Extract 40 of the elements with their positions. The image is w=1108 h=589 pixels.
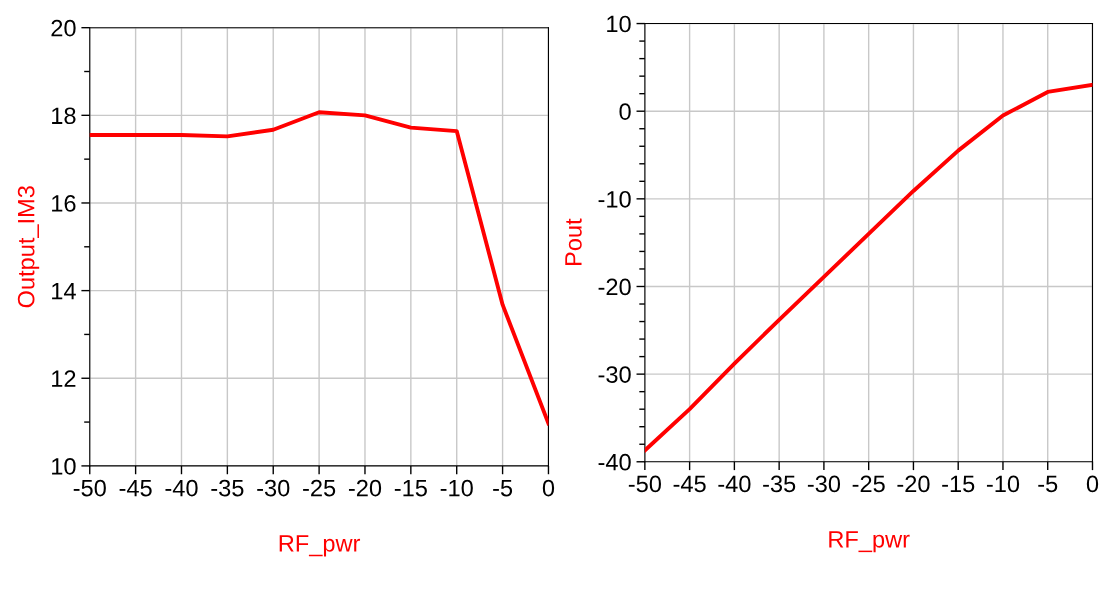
line-series	[644, 82, 1093, 453]
y-axis-title: Output_IM3	[17, 186, 40, 308]
y-tick-label: 20	[51, 19, 76, 37]
x-tick-label: -45	[119, 479, 152, 497]
y-tick-label: -30	[598, 366, 631, 383]
x-tick-label: -50	[73, 479, 106, 497]
x-tick-label: -20	[897, 475, 930, 493]
y-tick-label: 16	[52, 195, 76, 212]
x-axis-title: RF_pwr	[829, 531, 910, 553]
x-axis-title: RF_pwr	[279, 535, 361, 557]
x-tick-label: -10	[440, 479, 473, 497]
y-tick-label: -10	[598, 190, 631, 208]
x-tick-label: -15	[942, 475, 975, 493]
x-tick-label: -35	[211, 479, 244, 497]
line-series	[89, 110, 549, 426]
x-tick-label: -5	[1038, 475, 1058, 493]
x-tick-label: -15	[394, 479, 427, 497]
y-axis-title: Pout	[565, 218, 582, 266]
x-tick-label: -30	[257, 479, 290, 497]
y-tick-label: -40	[598, 453, 631, 471]
x-tick-label: 0	[1086, 475, 1099, 493]
y-tick-label: 12	[52, 370, 76, 387]
x-tick-label: -40	[718, 475, 751, 493]
x-tick-label: -50	[628, 475, 661, 493]
x-tick-label: -30	[807, 475, 841, 493]
y-tick-label: -20	[598, 278, 631, 296]
x-tick-label: -5	[493, 479, 513, 497]
x-tick-label: 0	[542, 479, 555, 497]
x-tick-label: -25	[303, 479, 336, 497]
y-tick-label: 10	[52, 457, 76, 475]
x-tick-label: -40	[165, 479, 198, 497]
y-tick-label: 0	[619, 103, 631, 120]
y-tick-label: 14	[52, 282, 76, 300]
x-tick-label: -25	[852, 475, 885, 493]
y-tick-label: 10	[607, 15, 631, 33]
x-tick-label: -35	[763, 475, 796, 493]
x-tick-label: -10	[986, 475, 1020, 493]
x-tick-label: -45	[673, 475, 706, 493]
y-tick-label: 18	[52, 107, 76, 125]
x-tick-label: -20	[348, 479, 382, 497]
